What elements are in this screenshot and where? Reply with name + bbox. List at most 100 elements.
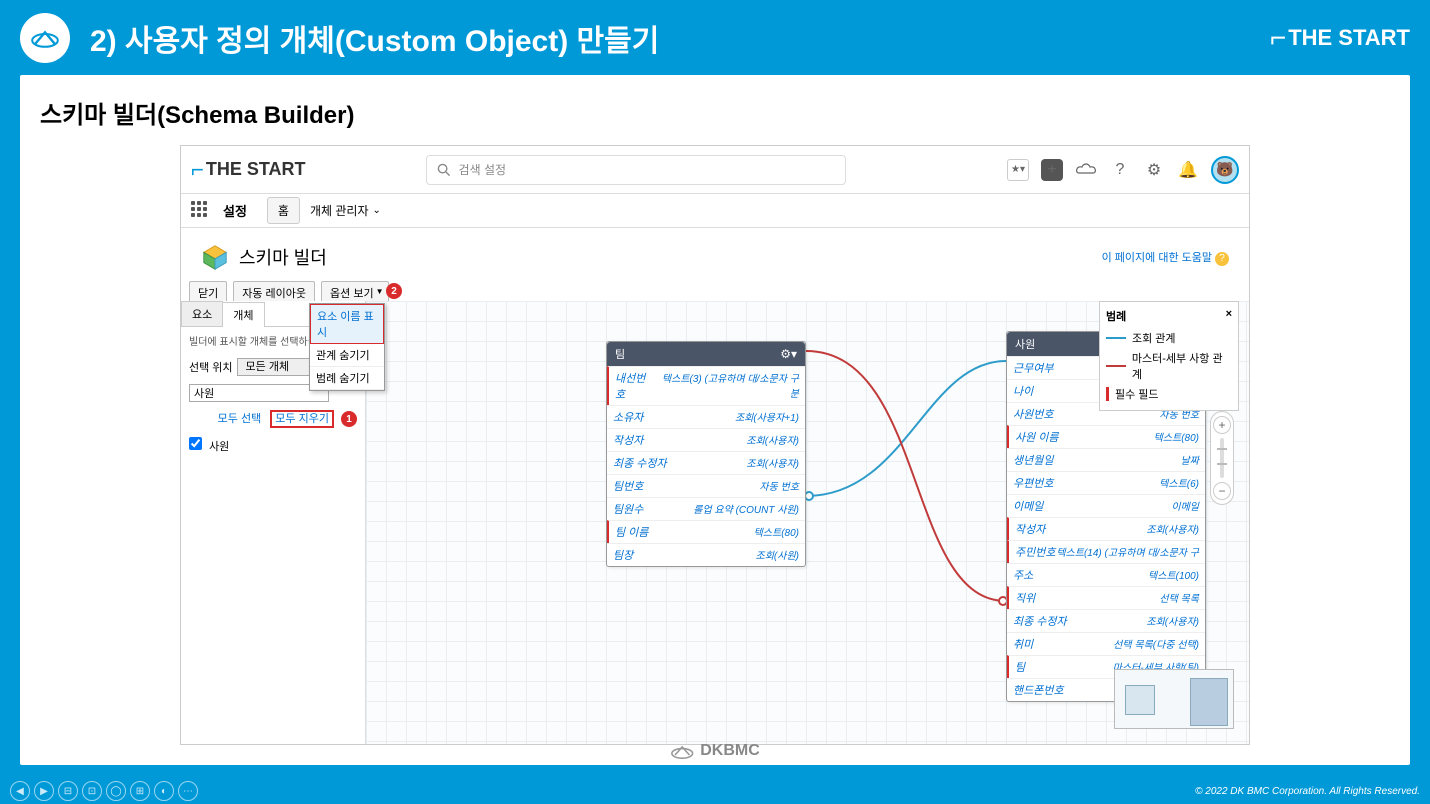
field-type: 조회(사용자): [1146, 613, 1199, 629]
field-name: 직위: [1015, 590, 1035, 606]
nav-button[interactable]: ⊟: [58, 781, 78, 801]
nav-button[interactable]: ◯: [106, 781, 126, 801]
slide-title: 2) 사용자 정의 개체(Custom Object) 만들기: [90, 16, 659, 60]
field-name: 사원번호: [1013, 406, 1053, 422]
field-name: 취미: [1013, 636, 1033, 652]
field-type: 텍스트(3) (고유하며 대/소문자 구분: [655, 370, 799, 402]
add-button[interactable]: +: [1041, 159, 1063, 181]
gear-icon[interactable]: ⚙▾: [780, 347, 797, 361]
legend-master-detail-label: 마스터-세부 사항 관계: [1132, 350, 1232, 382]
field-type: 텍스트(14) (고유하며 대/소문자 구: [1056, 544, 1199, 560]
sidebar-tab-objects[interactable]: 개체: [222, 302, 264, 327]
field-row[interactable]: 최종 수정자 조회(사용자): [1007, 609, 1205, 632]
nav-tab-home[interactable]: 홈: [267, 197, 300, 224]
field-row[interactable]: 팀장 조회(사원): [607, 543, 805, 566]
nav-button[interactable]: ⋯: [178, 781, 198, 801]
app-screenshot: ⌐THE START 검색 설정 ★▾ + ? ⚙ 🔔 🐻 설정 홈 개체 관: [180, 145, 1250, 745]
field-row[interactable]: 주민번호텍스트(14) (고유하며 대/소문자 구: [1007, 540, 1205, 563]
field-name: 팀장: [613, 547, 633, 563]
field-name: 최종 수정자: [613, 455, 667, 471]
object-card-team[interactable]: 팀 ⚙▾ 내선번호텍스트(3) (고유하며 대/소문자 구분소유자조회(사용자+…: [606, 341, 806, 567]
search-input[interactable]: 검색 설정: [426, 155, 846, 185]
dropdown-item-hide-relations[interactable]: 관계 숨기기: [310, 344, 384, 367]
field-name: 이메일: [1013, 498, 1043, 514]
copyright-text: © 2022 DK BMC Corporation. All Rights Re…: [1195, 786, 1420, 797]
notifications-icon[interactable]: 🔔: [1177, 159, 1199, 181]
field-name: 내선번호: [615, 370, 655, 402]
field-type: 조회(사용자): [746, 455, 799, 471]
field-name: 우편번호: [1013, 475, 1053, 491]
salesforce-icon[interactable]: [1075, 159, 1097, 181]
field-name: 작성자: [613, 432, 643, 448]
legend-title: 범례: [1106, 308, 1126, 324]
field-row[interactable]: 이메일이메일: [1007, 494, 1205, 517]
field-type: 조회(사원): [756, 547, 799, 563]
minimap[interactable]: [1114, 669, 1234, 729]
object-checkbox-employee[interactable]: 사원: [189, 441, 229, 453]
field-name: 소유자: [613, 409, 643, 425]
field-row[interactable]: 작성자조회(사용자): [1007, 517, 1205, 540]
zoom-controls: + −: [1210, 411, 1234, 505]
sidebar-tab-elements[interactable]: 요소: [181, 301, 223, 326]
field-type: 텍스트(80): [1154, 429, 1199, 445]
field-row[interactable]: 소유자조회(사용자+1): [607, 405, 805, 428]
field-row[interactable]: 팀번호자동 번호: [607, 474, 805, 497]
page-title: 스키마 빌더: [239, 244, 327, 270]
nav-button[interactable]: ⊡: [82, 781, 102, 801]
object-filter-input[interactable]: [189, 384, 329, 402]
zoom-out-button[interactable]: −: [1213, 482, 1231, 500]
avatar[interactable]: 🐻: [1211, 156, 1239, 184]
field-row[interactable]: 작성자 조회(사용자): [607, 428, 805, 451]
field-row[interactable]: 직위선택 목록: [1007, 586, 1205, 609]
dropdown-item-element-names[interactable]: 요소 이름 표시: [310, 304, 384, 344]
section-title: 스키마 빌더(Schema Builder): [40, 95, 1390, 130]
field-row[interactable]: 내선번호텍스트(3) (고유하며 대/소문자 구분: [607, 366, 805, 405]
legend-close-button[interactable]: ×: [1226, 308, 1232, 324]
app-launcher-icon[interactable]: [191, 201, 211, 221]
field-row[interactable]: 최종 수정자 조회(사용자): [607, 451, 805, 474]
help-icon[interactable]: ?: [1109, 159, 1131, 181]
nav-button[interactable]: ⊞: [130, 781, 150, 801]
nav-setup-label: 설정: [223, 201, 247, 220]
legend-master-detail-line: [1106, 365, 1126, 367]
field-type: 자동 번호: [759, 478, 799, 494]
dropdown-item-hide-legend[interactable]: 범례 숨기기: [310, 367, 384, 390]
zoom-in-button[interactable]: +: [1213, 416, 1231, 434]
field-row[interactable]: 팀원수롤업 요약 (COUNT 사원): [607, 497, 805, 520]
field-type: 선택 목록(다중 선택): [1113, 636, 1199, 652]
field-row[interactable]: 주소텍스트(100): [1007, 563, 1205, 586]
field-row[interactable]: 취미 선택 목록(다중 선택): [1007, 632, 1205, 655]
field-row[interactable]: 사원 이름텍스트(80): [1007, 425, 1205, 448]
field-name: 근무여부: [1013, 360, 1053, 376]
field-name: 주소: [1013, 567, 1033, 583]
schema-canvas[interactable]: 팀 ⚙▾ 내선번호텍스트(3) (고유하며 대/소문자 구분소유자조회(사용자+…: [366, 301, 1249, 744]
field-row[interactable]: 생년월일날짜: [1007, 448, 1205, 471]
footer-logo: DKBMC: [670, 742, 760, 760]
field-name: 핸드폰번호: [1013, 682, 1064, 698]
field-name: 팀원수: [613, 501, 643, 517]
prev-slide-button[interactable]: ◀: [10, 781, 30, 801]
search-placeholder: 검색 설정: [459, 161, 507, 178]
field-row[interactable]: 팀 이름텍스트(80): [607, 520, 805, 543]
select-all-link[interactable]: 모두 선택: [218, 413, 262, 425]
callout-2: 2: [386, 283, 402, 299]
page-help-link[interactable]: 이 페이지에 대한 도움말?: [1102, 249, 1229, 266]
field-row[interactable]: 우편번호 텍스트(6): [1007, 471, 1205, 494]
schema-builder-icon: [201, 243, 229, 271]
view-options-dropdown: 요소 이름 표시 관계 숨기기 범례 숨기기: [309, 303, 385, 391]
nav-button[interactable]: ◐: [154, 781, 174, 801]
favorites-button[interactable]: ★▾: [1007, 159, 1029, 181]
field-type: 텍스트(6): [1159, 475, 1199, 491]
legend-lookup-line: [1106, 337, 1126, 339]
legend-required-label: 필수 필드: [1115, 386, 1159, 402]
field-name: 최종 수정자: [1013, 613, 1067, 629]
clear-all-link[interactable]: 모두 지우기: [270, 410, 334, 428]
field-type: 조회(사용자): [746, 432, 799, 448]
nav-object-manager[interactable]: 개체 관리자 ⌄: [310, 202, 381, 219]
slide-brand: ⌐THE START: [1270, 22, 1410, 54]
settings-icon[interactable]: ⚙: [1143, 159, 1165, 181]
select-location-label: 선택 위치: [189, 359, 233, 375]
next-slide-button[interactable]: ▶: [34, 781, 54, 801]
employee-checkbox[interactable]: [189, 437, 202, 450]
zoom-slider[interactable]: [1220, 438, 1224, 478]
